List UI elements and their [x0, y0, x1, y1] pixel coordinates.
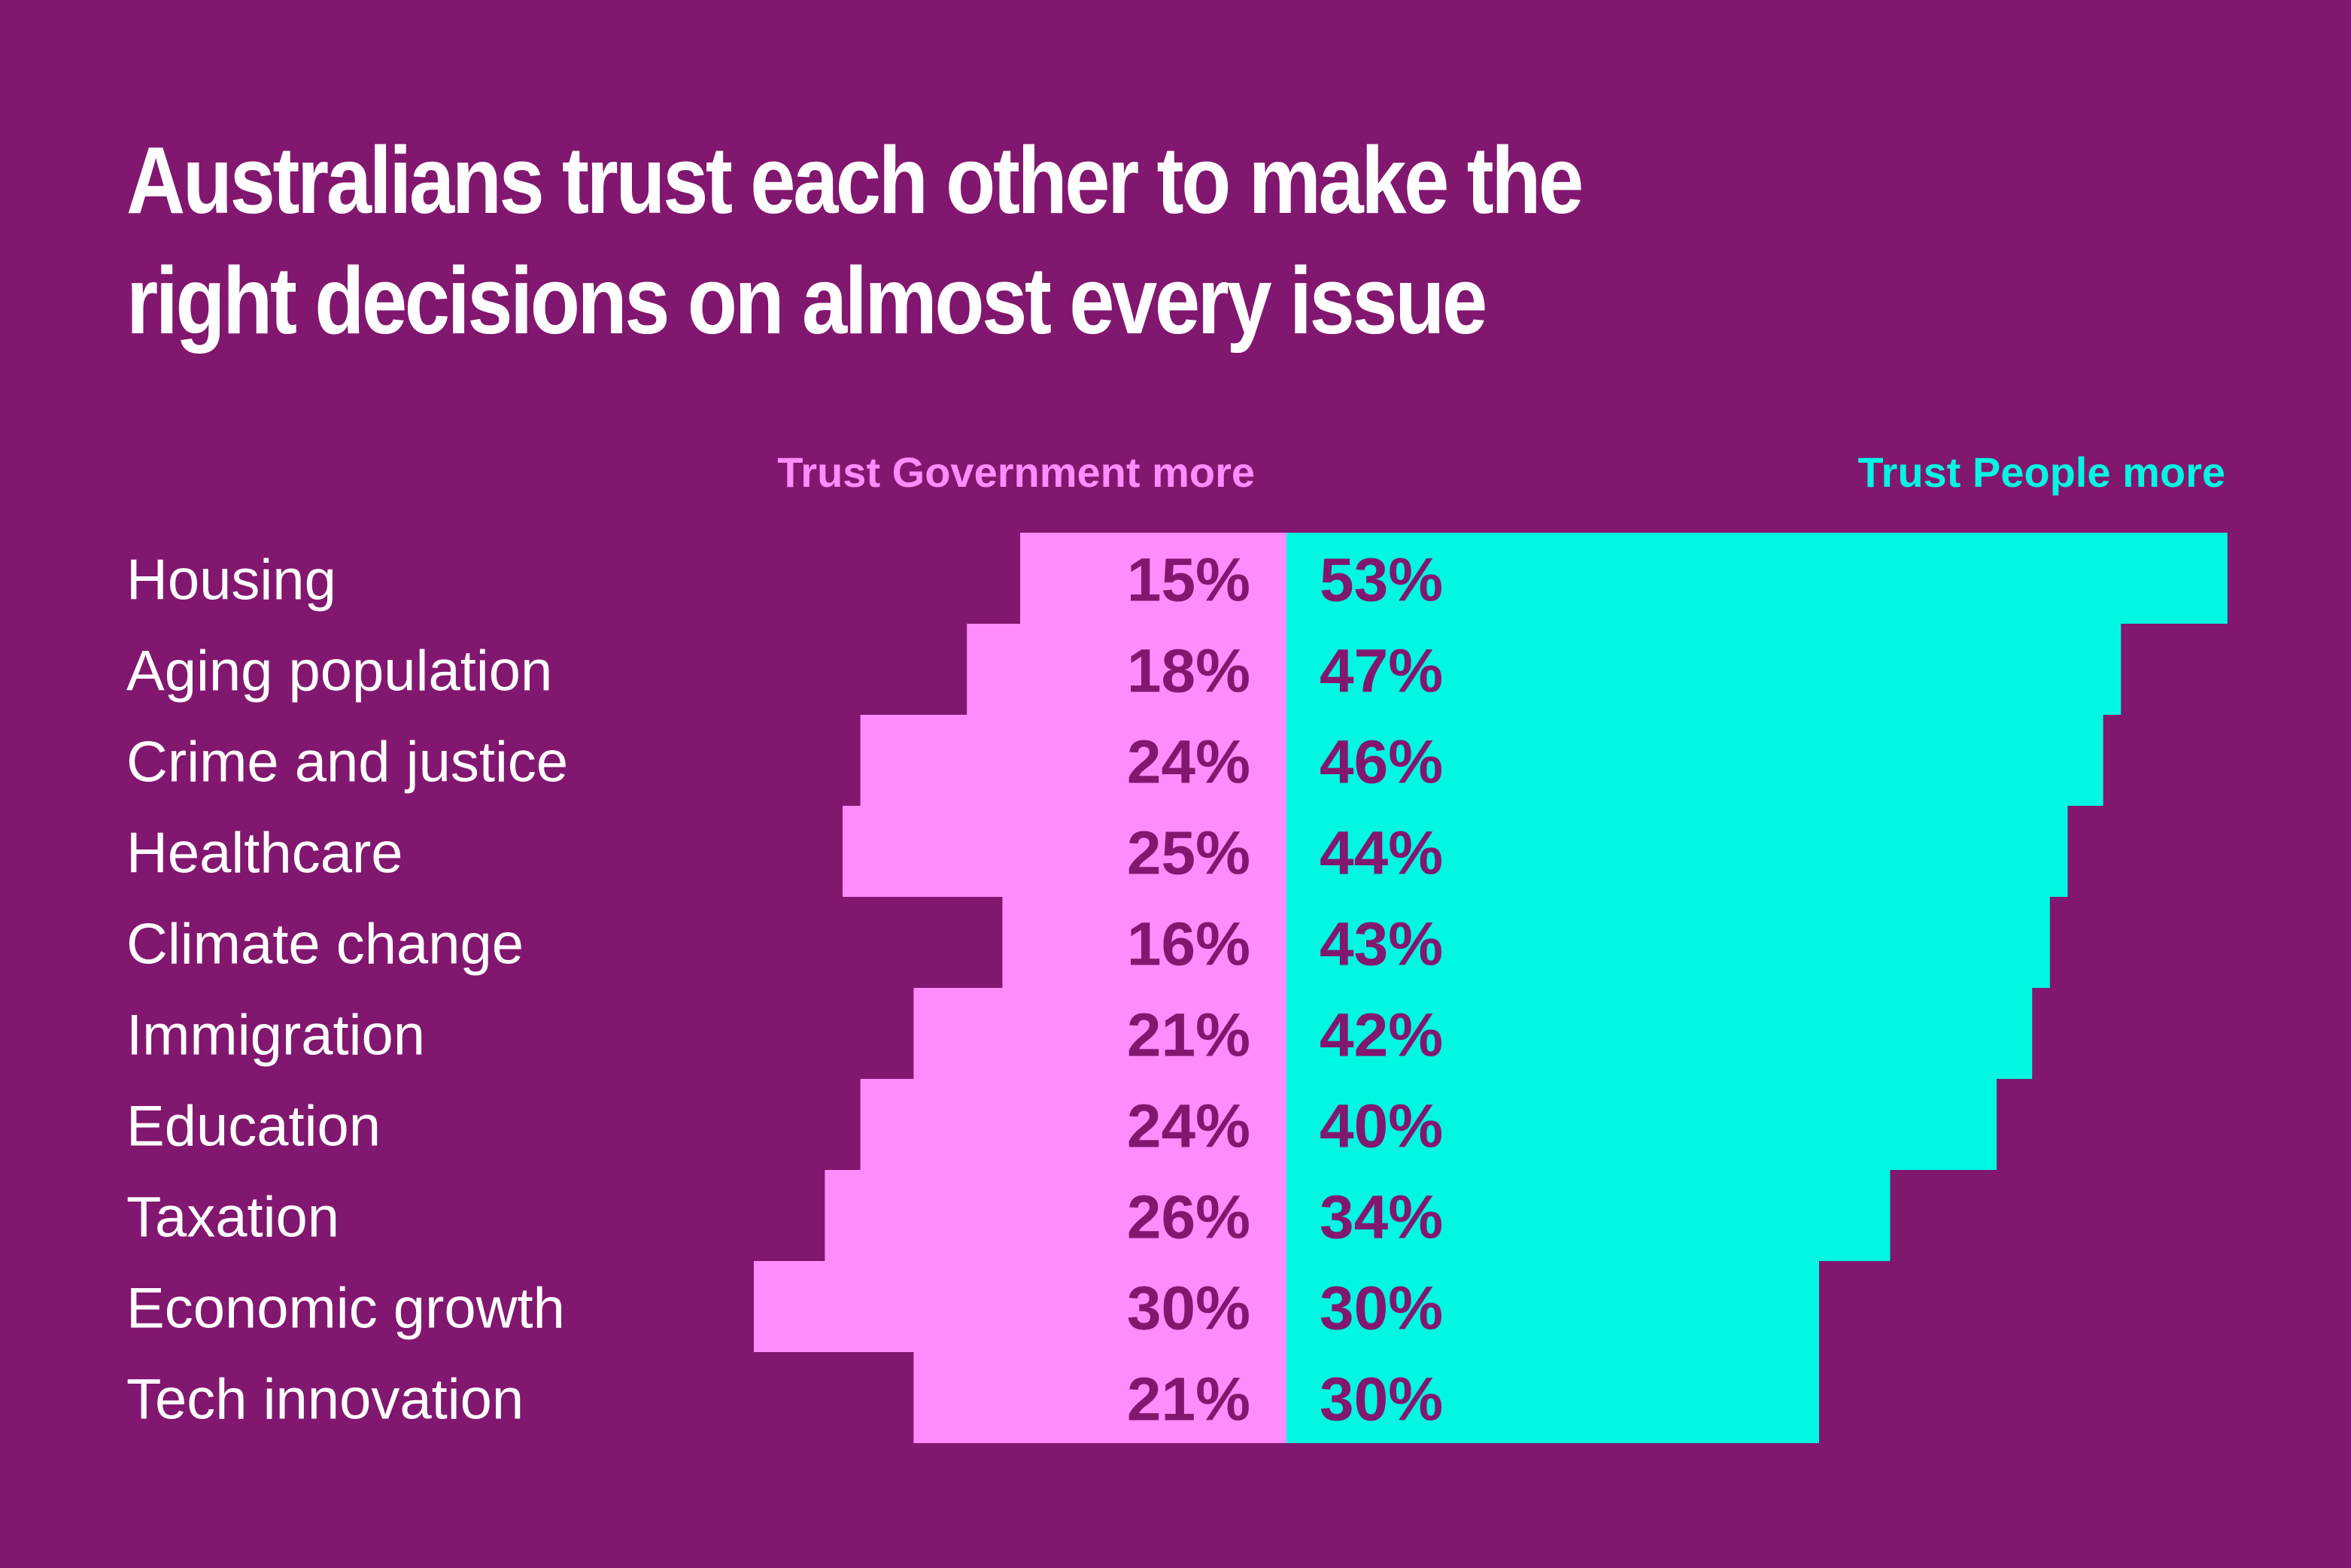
- category-label-9: Economic growth: [126, 1277, 565, 1341]
- category-label-10: Tech innovation: [126, 1368, 524, 1432]
- value-label-people-9: 30%: [1320, 1275, 1443, 1343]
- bar-people-5: [1286, 897, 2050, 988]
- value-label-government-3: 24%: [1127, 728, 1250, 797]
- value-label-government-7: 24%: [1127, 1092, 1250, 1161]
- value-label-people-4: 44%: [1320, 819, 1443, 888]
- value-label-government-9: 30%: [1127, 1275, 1250, 1343]
- bar-government-9: [754, 1261, 1286, 1352]
- value-label-people-7: 40%: [1320, 1092, 1443, 1161]
- bar-people-3: [1286, 715, 2103, 806]
- bar-government-6: [913, 988, 1286, 1079]
- value-label-people-2: 47%: [1320, 637, 1443, 706]
- value-label-government-1: 15%: [1127, 546, 1250, 615]
- bar-government-2: [967, 624, 1286, 715]
- bar-government-4: [843, 806, 1286, 897]
- chart-title-line-1: Australians trust each other to make the: [126, 127, 1584, 233]
- value-label-people-8: 34%: [1320, 1184, 1443, 1252]
- category-label-2: Aging population: [126, 640, 552, 703]
- chart-title-line-2: right decisions on almost every issue: [126, 248, 1487, 354]
- bar-people-8: [1286, 1170, 1891, 1261]
- bar-people-9: [1286, 1261, 1819, 1352]
- bar-people-10: [1286, 1352, 1819, 1443]
- bar-people-4: [1286, 806, 2068, 897]
- value-label-people-10: 30%: [1320, 1366, 1443, 1434]
- bar-government-8: [825, 1170, 1286, 1261]
- bar-people-6: [1286, 988, 2033, 1079]
- bar-people-2: [1286, 624, 2122, 715]
- category-label-1: Housing: [126, 548, 336, 612]
- category-label-4: Healthcare: [126, 822, 403, 886]
- category-label-8: Taxation: [126, 1186, 339, 1250]
- bar-government-7: [860, 1079, 1286, 1170]
- category-label-6: Immigration: [126, 1004, 425, 1068]
- bar-people-1: [1286, 533, 2228, 624]
- bar-government-5: [1002, 897, 1286, 988]
- value-label-government-6: 21%: [1127, 1001, 1250, 1070]
- category-label-7: Education: [126, 1095, 381, 1159]
- legend-people: Trust People more: [1857, 448, 2225, 496]
- bar-government-3: [860, 715, 1286, 806]
- category-label-3: Crime and justice: [126, 731, 568, 795]
- bar-government-10: [913, 1352, 1286, 1443]
- value-label-people-6: 42%: [1320, 1001, 1443, 1070]
- value-label-government-10: 21%: [1127, 1366, 1250, 1434]
- value-label-government-8: 26%: [1127, 1184, 1250, 1252]
- value-label-people-5: 43%: [1320, 910, 1443, 979]
- value-label-government-4: 25%: [1127, 819, 1250, 888]
- bar-government-1: [1020, 533, 1286, 624]
- value-label-people-1: 53%: [1320, 546, 1443, 615]
- value-label-people-3: 46%: [1320, 728, 1443, 797]
- value-label-government-2: 18%: [1127, 637, 1250, 706]
- category-label-5: Climate change: [126, 913, 524, 977]
- legend-government: Trust Government more: [777, 448, 1255, 496]
- value-label-government-5: 16%: [1127, 910, 1250, 979]
- bar-people-7: [1286, 1079, 1997, 1170]
- chart-title: Australians trust each other to make the…: [126, 120, 1679, 361]
